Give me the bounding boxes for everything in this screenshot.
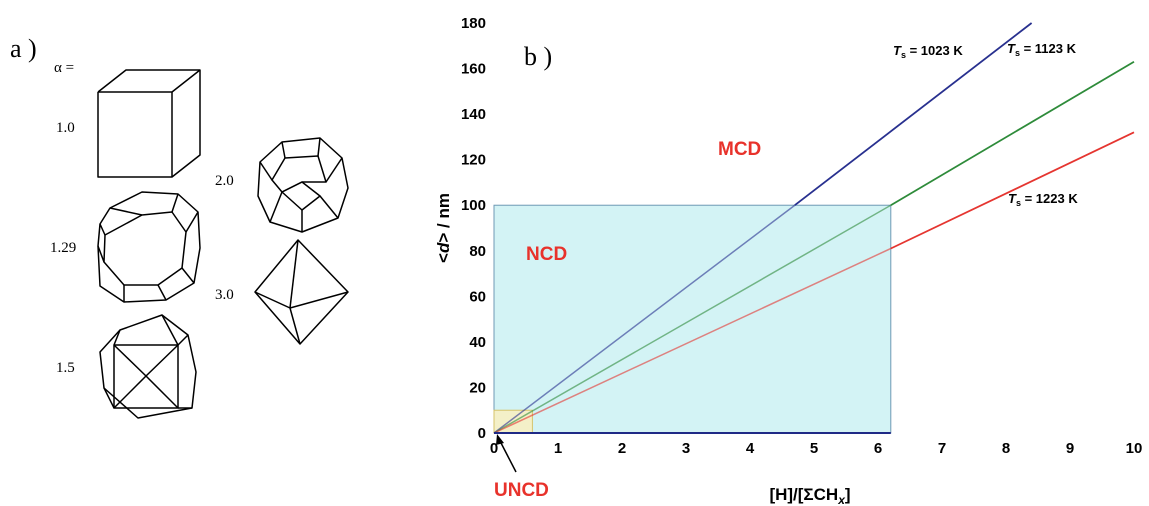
- x-tick-label: 10: [1126, 440, 1143, 457]
- y-tick-label: 120: [461, 152, 486, 169]
- x-tick-label: 2: [618, 440, 626, 457]
- x-tick-label: 1: [554, 440, 562, 457]
- y-tick-label: 140: [461, 106, 486, 123]
- series-line-0-segment-0: [493, 204, 796, 434]
- y-tick-label: 0: [478, 425, 486, 442]
- truncated-polyhedron-129: [97, 191, 201, 303]
- panel-b-label: b ): [524, 42, 553, 71]
- uncd-label: UNCD: [494, 480, 549, 501]
- x-tick-label: 9: [1066, 440, 1074, 457]
- series-layer: [493, 22, 1135, 434]
- series-line-2-segment-1: [890, 131, 1135, 250]
- y-tick-label: 80: [469, 243, 486, 260]
- y-tick-label: 20: [469, 379, 486, 396]
- x-tick-label: 5: [810, 440, 818, 457]
- series-line-2-segment-0: [493, 247, 892, 434]
- y-axis-title: <d> / nm: [434, 193, 453, 263]
- cuboctahedron-15: [99, 314, 197, 419]
- uncd-arrow: [499, 440, 517, 473]
- x-tick-label: 8: [1002, 440, 1010, 457]
- series-line-1-segment-0: [493, 204, 892, 434]
- truncated-octahedron-20: [257, 137, 349, 233]
- x-tick-label: 3: [682, 440, 690, 457]
- uncd-arrowhead: [496, 434, 504, 445]
- mcd-label: MCD: [718, 139, 761, 160]
- alpha-value-2: 1.29: [50, 240, 77, 256]
- panel-a-label: a ): [10, 34, 37, 63]
- series-label-1023: Ts = 1023 K: [893, 43, 963, 60]
- alpha-value-1: 1.0: [56, 120, 75, 136]
- y-tick-label: 160: [461, 61, 486, 78]
- x-axis-title: [H]/[ΣCHx]: [769, 485, 850, 506]
- alpha-value-3: 1.5: [56, 360, 75, 376]
- series-line-0-segment-1: [794, 22, 1033, 206]
- alpha-value-5: 3.0: [215, 287, 234, 303]
- octahedron-30: [254, 239, 349, 345]
- y-tick-label: 180: [461, 15, 486, 32]
- y-tick-label: 60: [469, 288, 486, 305]
- series-label-1223: Ts = 1223 K: [1008, 191, 1078, 208]
- x-tick-label: 0: [490, 440, 498, 457]
- ncd-label: NCD: [526, 244, 567, 265]
- alpha-value-4: 2.0: [215, 173, 234, 189]
- series-line-1-segment-1: [890, 60, 1135, 206]
- x-tick-label: 4: [746, 440, 755, 457]
- y-tick-label: 40: [469, 334, 486, 351]
- x-tick-label: 7: [938, 440, 946, 457]
- y-tick-label: 100: [461, 197, 486, 214]
- alpha-label: α =: [54, 60, 75, 76]
- x-tick-label: 6: [874, 440, 882, 457]
- series-label-1123: Ts = 1123 K: [1007, 41, 1077, 58]
- cube-polyhedron: [97, 69, 201, 178]
